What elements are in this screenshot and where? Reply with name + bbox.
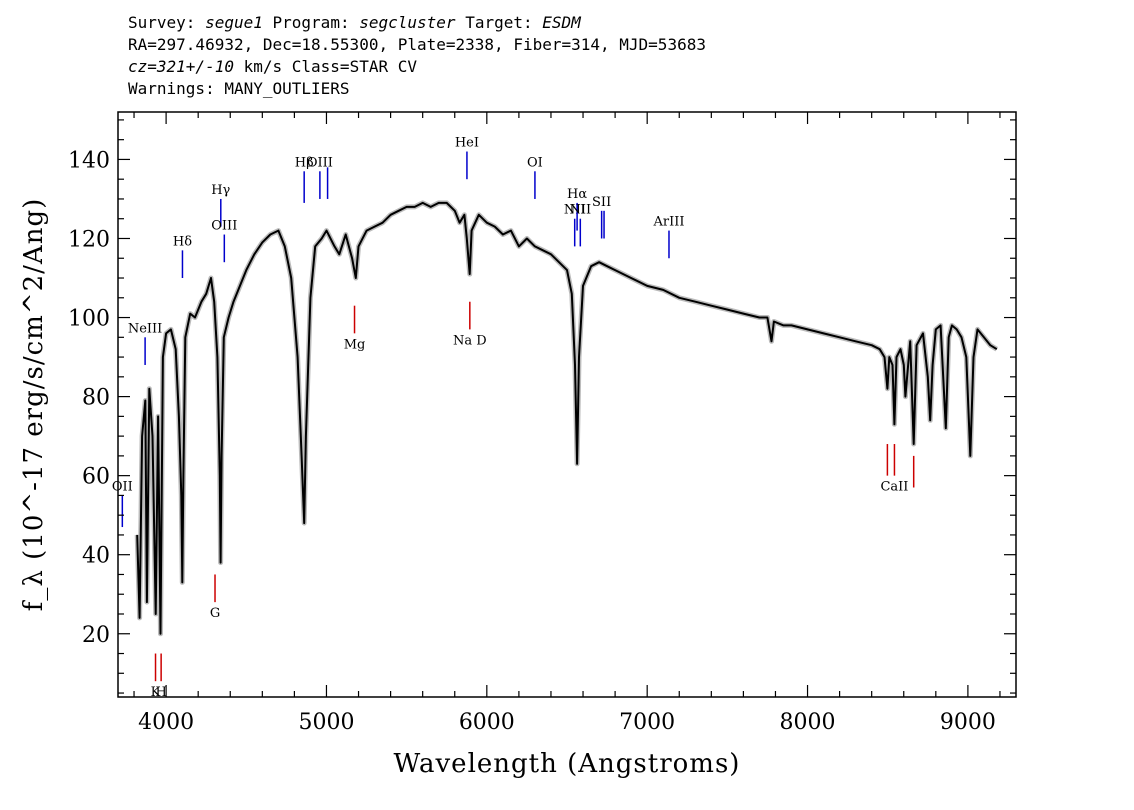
tick-labels-layer: 4000 5000 6000 7000 8000 9000 20 40 60 80 100 120 14… bbox=[68, 148, 996, 735]
line-marker-label: Hα bbox=[567, 187, 587, 202]
line-marker-label: NeIII bbox=[128, 321, 162, 336]
survey-label: Survey: bbox=[128, 13, 196, 32]
survey-value: segue1 bbox=[205, 13, 263, 32]
spectrum-header: Survey: segue1 Program: segcluster Targe… bbox=[128, 12, 706, 100]
line-marker-label: K bbox=[151, 685, 161, 700]
target-label: Target: bbox=[465, 13, 533, 32]
y-tick-label: 40 bbox=[82, 544, 110, 569]
target-value: ESDM bbox=[542, 13, 581, 32]
y-axis-title: f_λ (10^-17 erg/s/cm^2/Ang) bbox=[19, 198, 49, 611]
redshift-value: cz=321+/-10 bbox=[128, 57, 234, 76]
line-marker-label: Hδ bbox=[173, 234, 192, 249]
program-value: segcluster bbox=[359, 13, 456, 32]
header-line-4: Warnings: MANY_OUTLIERS bbox=[128, 79, 350, 98]
line-marker-label: Hβ bbox=[295, 155, 314, 170]
y-tick-label: 120 bbox=[68, 227, 110, 252]
spectrum-line bbox=[136, 201, 998, 635]
axis-ticks-layer bbox=[118, 112, 1016, 697]
header-line-3: cz=321+/-10 km/s Class=STAR CV bbox=[128, 56, 706, 78]
line-marker-label: Mg bbox=[344, 337, 366, 352]
y-tick-label: 80 bbox=[82, 386, 110, 411]
program-label: Program: bbox=[272, 13, 350, 32]
line-marker-label: H bbox=[155, 685, 166, 700]
header-line-2: RA=297.46932, Dec=18.55300, Plate=2338, … bbox=[128, 35, 706, 54]
error-band bbox=[134, 200, 999, 637]
x-tick-label: 8000 bbox=[780, 710, 836, 735]
line-marker-label: OI bbox=[527, 155, 543, 170]
x-tick-label: 4000 bbox=[138, 710, 194, 735]
plot-frame bbox=[117, 111, 1017, 698]
line-marker-label: OIII bbox=[307, 155, 333, 170]
line-marker-label: Na D bbox=[453, 333, 487, 348]
x-tick-label: 9000 bbox=[940, 710, 996, 735]
spectrum-layer bbox=[136, 201, 998, 635]
x-tick-label: 5000 bbox=[298, 710, 354, 735]
y-tick-label: 60 bbox=[82, 465, 110, 490]
line-marker-label: HeI bbox=[455, 136, 479, 151]
line-markers-layer: OIINeIIIHδHγOIIIHβOIIIHeIOINIIHαNIISIIAr… bbox=[112, 136, 915, 700]
y-tick-label: 140 bbox=[68, 148, 110, 173]
y-tick-label: 20 bbox=[82, 623, 110, 648]
line-marker-label: CaII bbox=[880, 480, 908, 495]
line-marker-label: NII bbox=[564, 203, 586, 218]
line-marker-label: NII bbox=[569, 203, 591, 218]
x-tick-label: 7000 bbox=[619, 710, 675, 735]
x-tick-label: 6000 bbox=[459, 710, 515, 735]
class-text: km/s Class=STAR CV bbox=[233, 57, 417, 76]
header-line-1: Survey: segue1 Program: segcluster Targe… bbox=[128, 12, 706, 34]
line-marker-label: SII bbox=[592, 195, 611, 210]
line-marker-label: G bbox=[210, 606, 220, 621]
x-axis-title: Wavelength (Angstroms) bbox=[394, 749, 741, 779]
line-marker-label: ArIII bbox=[652, 215, 684, 230]
line-marker-label: OII bbox=[112, 479, 133, 494]
line-marker-label: OIII bbox=[211, 219, 237, 234]
line-marker-label: Hγ bbox=[211, 183, 230, 198]
y-tick-label: 100 bbox=[68, 307, 110, 332]
error-band-layer bbox=[134, 200, 999, 637]
